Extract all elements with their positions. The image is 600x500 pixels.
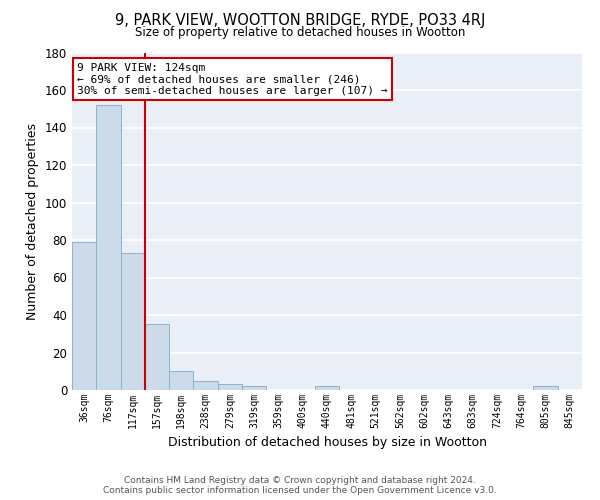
Bar <box>72 242 96 390</box>
Bar <box>242 386 266 390</box>
Text: Contains HM Land Registry data © Crown copyright and database right 2024.
Contai: Contains HM Land Registry data © Crown c… <box>103 476 497 495</box>
Text: Size of property relative to detached houses in Wootton: Size of property relative to detached ho… <box>135 26 465 39</box>
Text: 9, PARK VIEW, WOOTTON BRIDGE, RYDE, PO33 4RJ: 9, PARK VIEW, WOOTTON BRIDGE, RYDE, PO33… <box>115 12 485 28</box>
Text: 9 PARK VIEW: 124sqm
← 69% of detached houses are smaller (246)
30% of semi-detac: 9 PARK VIEW: 124sqm ← 69% of detached ho… <box>77 62 388 96</box>
Bar <box>145 324 169 390</box>
Bar <box>96 105 121 390</box>
Bar <box>121 253 145 390</box>
Bar <box>533 386 558 390</box>
Y-axis label: Number of detached properties: Number of detached properties <box>26 122 39 320</box>
Bar <box>169 371 193 390</box>
Bar <box>193 380 218 390</box>
Bar <box>218 384 242 390</box>
X-axis label: Distribution of detached houses by size in Wootton: Distribution of detached houses by size … <box>167 436 487 450</box>
Bar <box>315 386 339 390</box>
